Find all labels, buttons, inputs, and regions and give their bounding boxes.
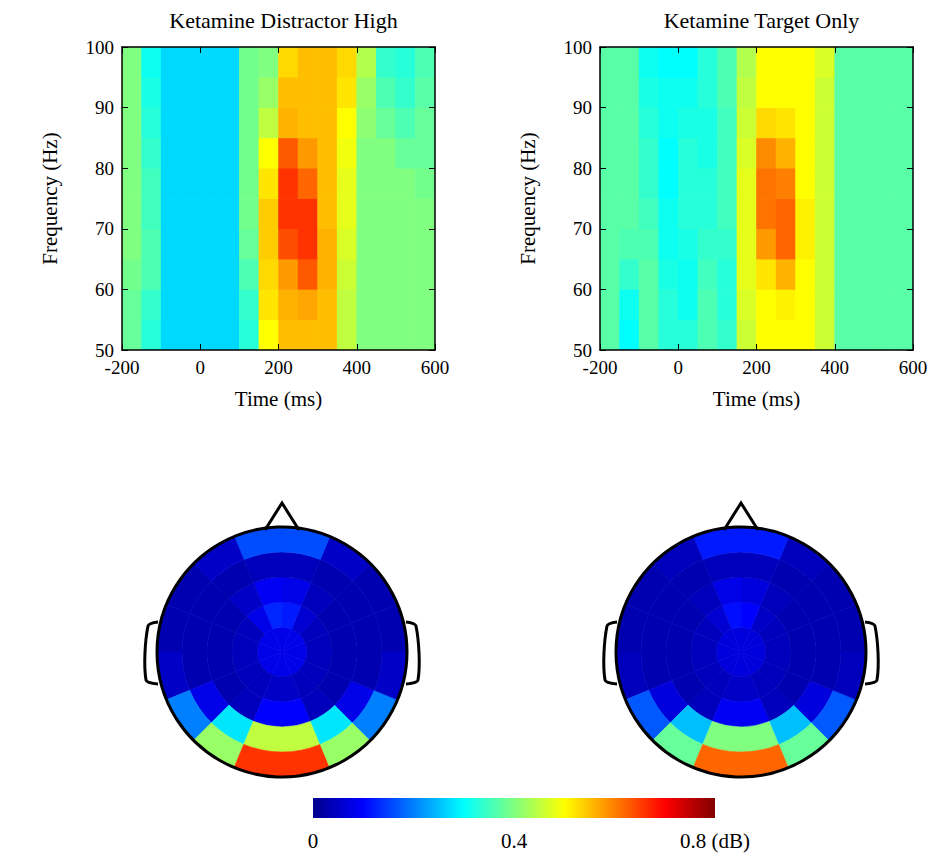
svg-text:80: 80 (95, 158, 114, 179)
svg-text:60: 60 (95, 279, 114, 300)
svg-text:-200: -200 (105, 357, 140, 378)
svg-text:Ketamine Distractor High: Ketamine Distractor High (169, 8, 398, 33)
svg-text:600: 600 (421, 357, 450, 378)
svg-text:100: 100 (86, 37, 115, 58)
svg-text:Time (ms): Time (ms) (713, 387, 800, 411)
svg-text:0: 0 (674, 357, 684, 378)
svg-text:60: 60 (573, 279, 592, 300)
svg-text:0: 0 (308, 829, 319, 853)
svg-text:Ketamine Target Only: Ketamine Target Only (664, 8, 860, 33)
svg-text:50: 50 (95, 339, 114, 361)
svg-text:50: 50 (573, 339, 592, 361)
svg-text:600: 600 (899, 357, 928, 378)
svg-text:0.4: 0.4 (501, 829, 528, 853)
svg-text:0: 0 (196, 357, 206, 378)
svg-text:Time (ms): Time (ms) (235, 387, 322, 411)
svg-text:-200: -200 (583, 357, 618, 378)
svg-text:80: 80 (573, 158, 592, 179)
svg-text:0.8 (dB): 0.8 (dB) (680, 829, 750, 853)
svg-text:200: 200 (742, 357, 771, 378)
svg-text:Frequency (Hz): Frequency (Hz) (516, 132, 540, 264)
svg-text:90: 90 (95, 97, 114, 118)
svg-text:Frequency (Hz): Frequency (Hz) (38, 132, 62, 264)
svg-text:70: 70 (573, 218, 592, 239)
svg-text:90: 90 (573, 97, 592, 118)
svg-text:100: 100 (564, 37, 593, 58)
svg-text:400: 400 (343, 357, 372, 378)
svg-text:400: 400 (821, 357, 850, 378)
svg-text:70: 70 (95, 218, 114, 239)
svg-text:200: 200 (264, 357, 293, 378)
